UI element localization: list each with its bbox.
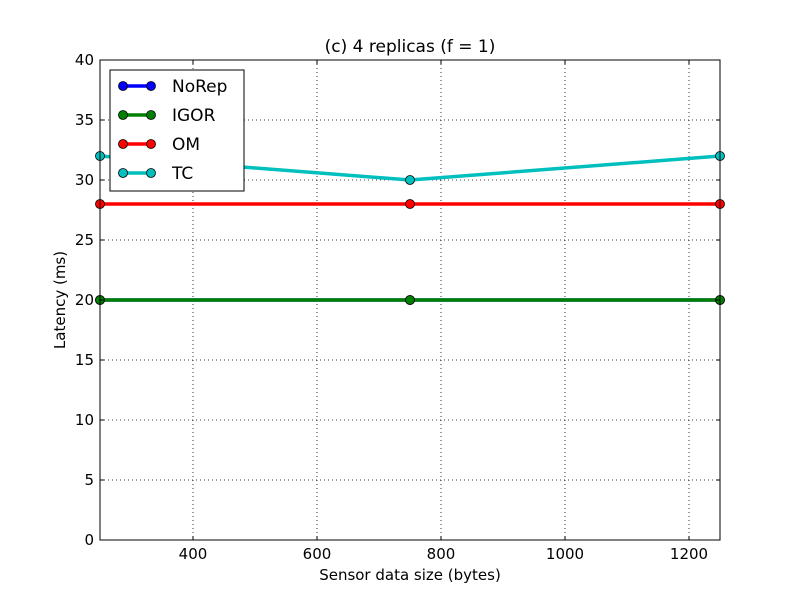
data-point-igor <box>405 295 415 305</box>
y-tick-label: 0 <box>84 531 94 549</box>
ticks: 400 600 800 1000 1200 0 5 10 15 20 25 30 35 40 <box>75 51 720 563</box>
x-tick-label: 600 <box>303 545 332 563</box>
y-tick-label: 35 <box>75 111 94 129</box>
legend: NoRep IGOR OM TC <box>109 69 245 192</box>
y-tick-label: 10 <box>75 411 94 429</box>
legend-label-om: OM <box>172 135 200 155</box>
y-axis-label: Latency (ms) <box>51 251 69 349</box>
y-tick-label: 25 <box>75 231 94 249</box>
legend-marker-norep <box>118 81 128 91</box>
legend-marker-tc <box>118 168 128 178</box>
legend-marker-igor <box>146 110 156 120</box>
legend-box <box>109 69 245 192</box>
y-tick-label: 20 <box>75 291 94 309</box>
x-tick-label: 1000 <box>546 545 584 563</box>
y-tick-label: 5 <box>84 471 94 489</box>
x-tick-label: 800 <box>427 545 456 563</box>
data-point-om <box>405 199 415 209</box>
legend-marker-om <box>118 139 128 149</box>
y-tick-label: 15 <box>75 351 94 369</box>
y-tick-label: 30 <box>75 171 94 189</box>
legend-marker-norep <box>146 81 156 91</box>
data-point-tc <box>405 175 415 185</box>
legend-label-norep: NoRep <box>172 77 227 97</box>
legend-label-tc: TC <box>171 164 193 184</box>
legend-marker-om <box>146 139 156 149</box>
x-tick-label: 1200 <box>670 545 708 563</box>
legend-label-igor: IGOR <box>172 106 216 126</box>
x-tick-label: 400 <box>179 545 208 563</box>
legend-marker-igor <box>118 110 128 120</box>
legend-marker-tc <box>146 168 156 178</box>
x-axis-label: Sensor data size (bytes) <box>319 566 501 584</box>
y-tick-label: 40 <box>75 51 94 69</box>
chart-title: (c) 4 replicas (f = 1) <box>325 37 496 57</box>
